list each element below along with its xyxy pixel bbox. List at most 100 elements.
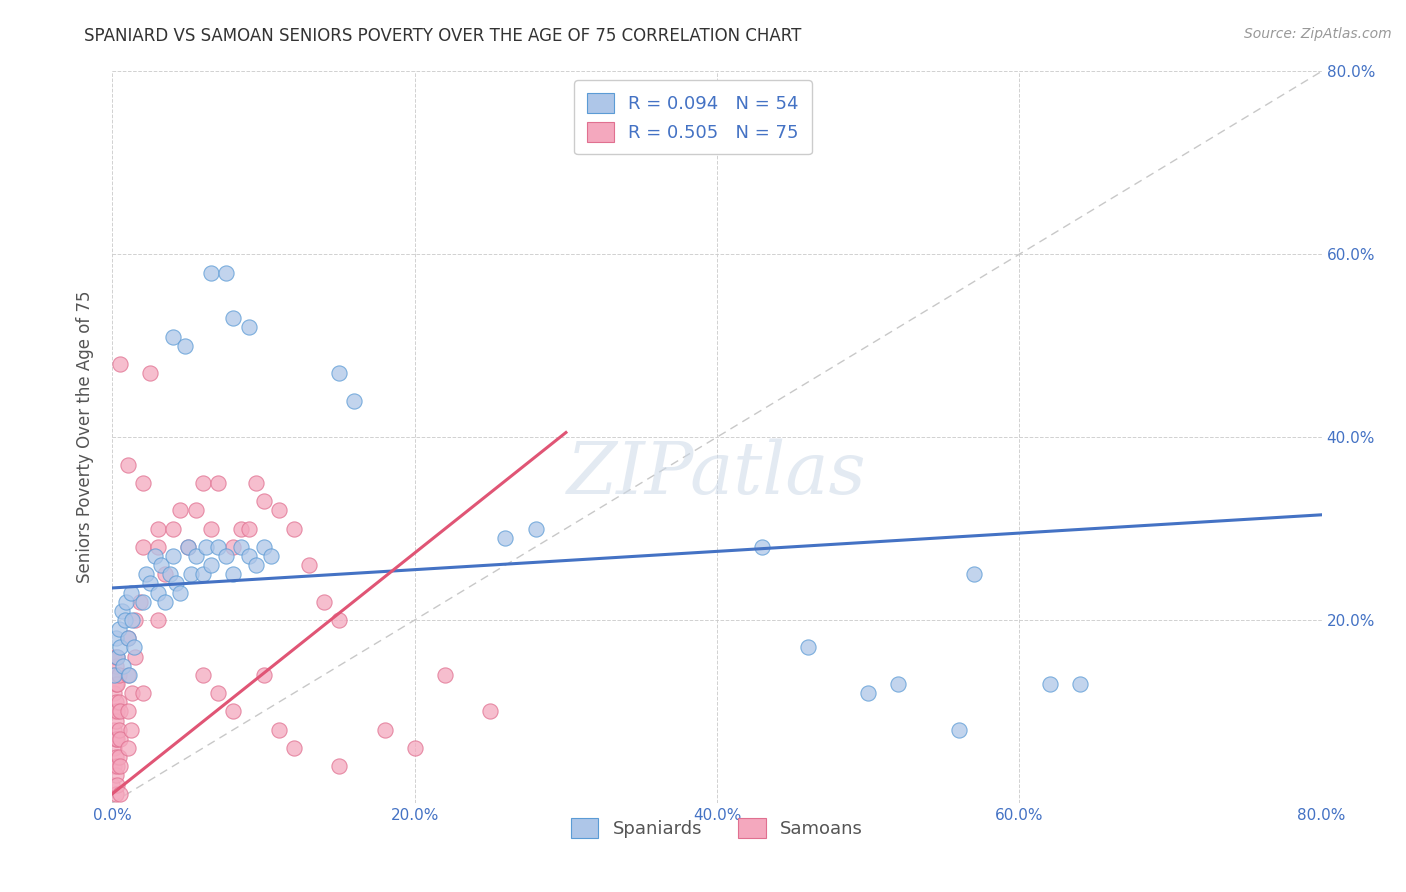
Point [146,540,169,554]
Point [104,658,127,673]
Point [343,393,366,408]
Point [191,567,214,582]
Point [107,695,129,709]
Point [124,649,146,664]
Point [132,686,155,700]
Point [267,723,290,737]
Point [948,723,970,737]
Point [751,540,773,554]
Point [103,667,125,681]
Point [298,558,321,573]
Point [283,740,305,755]
Point [245,558,267,573]
Point [253,494,276,508]
Point [105,731,128,746]
Point [117,632,139,646]
Point [104,714,127,728]
Point [124,613,146,627]
Point [260,549,283,563]
Point [162,329,184,343]
Point [404,740,426,755]
Point [108,357,131,371]
Point [117,667,139,681]
Point [238,521,260,535]
Point [107,723,129,737]
Point [169,585,191,599]
Point [108,787,131,801]
Point [146,613,169,627]
Point [105,649,128,664]
Point [103,705,125,719]
Point [121,686,143,700]
Point [162,549,184,563]
Point [107,622,129,636]
Point [108,759,131,773]
Point [120,723,142,737]
Point [180,567,202,582]
Point [887,677,910,691]
Point [495,531,517,545]
Point [104,677,127,691]
Point [238,320,260,334]
Point [222,540,245,554]
Text: ZIPatlas: ZIPatlas [567,438,868,509]
Point [1069,677,1091,691]
Point [207,540,229,554]
Point [245,475,267,490]
Point [174,338,197,352]
Point [104,632,127,646]
Point [104,787,127,801]
Point [104,768,127,782]
Point [229,521,252,535]
Point [104,731,127,746]
Y-axis label: Seniors Poverty Over the Age of 75: Seniors Poverty Over the Age of 75 [76,291,94,583]
Point [117,458,139,472]
Point [103,686,125,700]
Point [200,266,222,280]
Point [169,503,191,517]
Point [108,640,131,655]
Point [229,540,252,554]
Point [200,521,222,535]
Point [103,649,125,664]
Point [155,594,177,608]
Point [117,705,139,719]
Point [135,567,157,582]
Legend: Spaniards, Samoans: Spaniards, Samoans [564,811,870,845]
Point [195,540,218,554]
Point [146,585,169,599]
Point [105,759,128,773]
Point [103,667,125,681]
Point [283,521,305,535]
Point [110,604,132,618]
Point [238,549,260,563]
Point [105,677,128,691]
Point [328,613,350,627]
Point [117,740,139,755]
Point [207,686,229,700]
Point [139,576,162,591]
Point [105,705,128,719]
Point [115,594,138,608]
Point [963,567,986,582]
Point [101,778,124,792]
Point [120,585,142,599]
Point [146,521,169,535]
Point [215,266,238,280]
Point [374,723,396,737]
Point [479,705,502,719]
Point [118,667,141,681]
Point [177,540,200,554]
Point [117,632,139,646]
Point [162,521,184,535]
Point [314,594,336,608]
Point [1038,677,1062,691]
Point [253,667,276,681]
Point [132,475,155,490]
Point [103,759,125,773]
Point [103,723,125,737]
Point [328,366,350,380]
Point [165,576,187,591]
Point [207,475,229,490]
Point [128,594,150,608]
